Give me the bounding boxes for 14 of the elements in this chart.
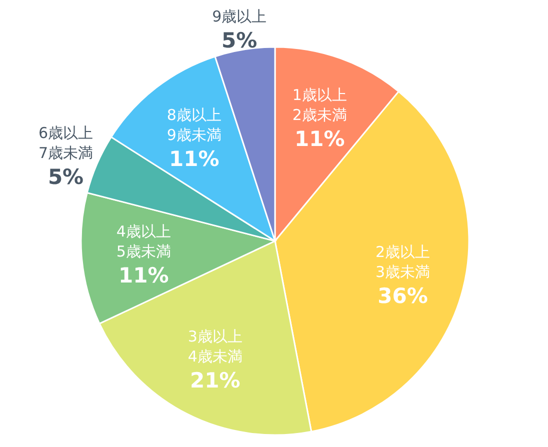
slice-label: 4歳以上 5歳未満 (116, 222, 171, 260)
slice-label: 1歳以上 2歳未満 (292, 86, 347, 124)
slice-label: 8歳以上 9歳未満 (166, 106, 222, 144)
data-label: 11% (294, 126, 345, 151)
data-label: 36% (378, 284, 428, 308)
slice-label: 6歳以上 7歳未満 (38, 124, 94, 162)
slice-label: 9歳以上 (212, 8, 267, 26)
slice-label: 2歳以上 3歳未満 (376, 242, 430, 281)
slice-label: 3歳以上 4歳未満 (188, 328, 242, 366)
data-label: 21% (190, 368, 240, 393)
data-label: 11% (169, 146, 220, 171)
data-label: 5% (48, 165, 84, 190)
data-label: 11% (118, 263, 169, 288)
data-label: 5% (222, 28, 258, 53)
